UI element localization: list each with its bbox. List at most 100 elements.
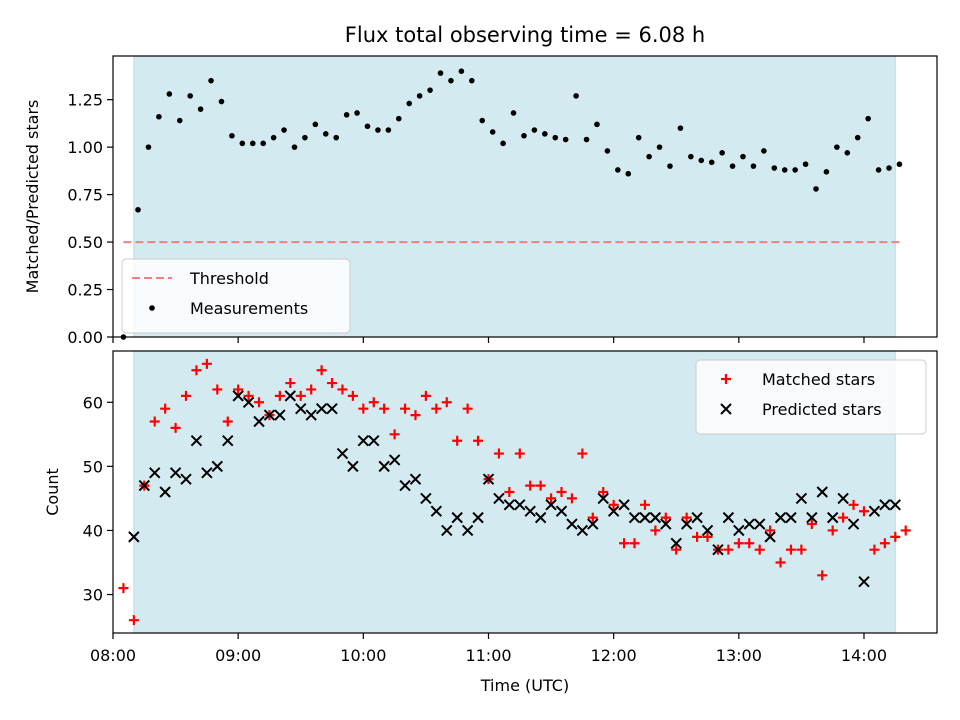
data-point [796, 544, 807, 555]
data-point [305, 409, 317, 421]
data-point [562, 136, 569, 143]
x-tick-label: 14:00 [841, 646, 887, 665]
data-point [201, 467, 213, 479]
data-point [552, 134, 559, 141]
data-point [733, 524, 745, 537]
data-point [473, 435, 484, 446]
data-point [254, 397, 265, 408]
y-tick-label: 1.00 [67, 138, 103, 157]
data-point [838, 512, 849, 523]
data-point [302, 134, 308, 141]
data-point [667, 163, 673, 169]
legend-label: Matched stars [762, 370, 875, 389]
data-point [618, 499, 630, 511]
data-point [410, 410, 421, 421]
data-point [535, 480, 546, 491]
data-point [875, 167, 882, 173]
data-point [660, 512, 671, 523]
data-point [723, 544, 734, 555]
data-point [448, 77, 454, 84]
data-point [145, 144, 152, 150]
plot-frame [112, 55, 938, 338]
data-point [785, 511, 797, 524]
data-point [420, 390, 431, 401]
data-point [583, 136, 590, 143]
data-point [802, 161, 809, 168]
data-point [660, 518, 672, 530]
data-point [427, 87, 433, 93]
series-predicted-stars [128, 390, 901, 588]
data-point [681, 512, 692, 523]
data-point [858, 576, 870, 588]
data-point [378, 460, 390, 473]
data-point [514, 448, 525, 459]
data-point [534, 511, 547, 524]
data-point [274, 409, 286, 421]
data-point [358, 403, 369, 414]
x-tick-label: 13:00 [716, 646, 762, 665]
data-point [708, 159, 715, 166]
legend-swatch [149, 305, 155, 311]
data-point [701, 524, 714, 537]
data-point [639, 499, 650, 510]
data-point [628, 511, 641, 524]
x-tick-label: 11:00 [465, 646, 511, 665]
data-point [503, 499, 516, 511]
data-point [416, 93, 423, 99]
legend-box [121, 258, 351, 334]
data-point [764, 531, 776, 543]
data-point [635, 134, 642, 141]
data-point [409, 473, 422, 485]
data-point [889, 499, 901, 511]
x-tick-label: 10:00 [340, 646, 386, 665]
data-point [823, 169, 830, 175]
data-point [761, 148, 767, 154]
series-measurements [120, 68, 903, 340]
data-point [879, 499, 891, 511]
data-point [357, 435, 370, 447]
data-point [138, 479, 150, 492]
data-point [744, 538, 755, 549]
data-point [781, 167, 788, 173]
data-point [514, 499, 526, 511]
data-point [594, 121, 600, 128]
data-point [451, 511, 463, 524]
data-point [469, 77, 475, 84]
legend: Threshold Measurements [121, 258, 351, 334]
data-point [813, 186, 819, 192]
data-point [431, 403, 442, 414]
x-tick-label: 08:00 [90, 646, 136, 665]
data-point [128, 615, 139, 626]
series-matched-stars [118, 358, 911, 626]
data-point [546, 493, 557, 504]
data-point [489, 129, 496, 135]
data-point [740, 153, 746, 160]
data-point [191, 365, 202, 376]
data-point [354, 110, 360, 116]
data-point [629, 538, 640, 549]
data-point [295, 390, 306, 401]
data-point [222, 435, 234, 447]
data-point [385, 127, 392, 133]
data-point [493, 448, 504, 459]
data-point [336, 447, 349, 460]
data-point [879, 538, 890, 549]
y-axis-label: Count [43, 468, 62, 516]
data-point [854, 134, 861, 141]
data-point [650, 525, 661, 536]
legend-label: Predicted stars [762, 400, 882, 419]
data-point [826, 511, 839, 524]
data-point [291, 144, 298, 150]
data-point [239, 140, 246, 147]
data-point [395, 115, 402, 122]
data-point [886, 165, 892, 171]
data-point [249, 140, 256, 147]
data-point [375, 127, 381, 133]
data-point [316, 365, 327, 376]
data-point [197, 106, 204, 112]
data-point [479, 117, 486, 124]
data-point [729, 163, 736, 169]
data-point [847, 518, 860, 530]
data-point [646, 153, 652, 160]
